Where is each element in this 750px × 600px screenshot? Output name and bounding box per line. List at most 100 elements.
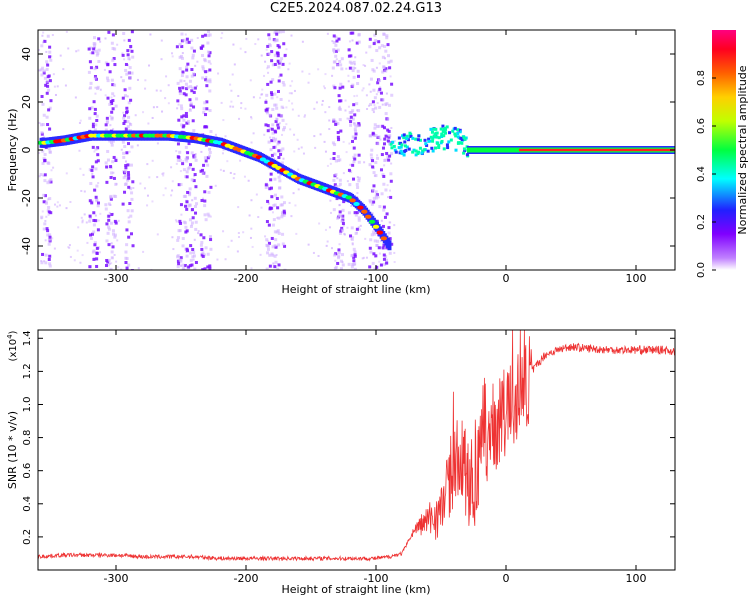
spectrogram-noise-cell	[338, 203, 341, 206]
spectrogram-noise-cell	[193, 238, 196, 241]
spectrogram-column-cell	[387, 135, 391, 139]
spectrogram-column-cell	[281, 232, 285, 236]
spectrogram-cluster-cell	[427, 137, 431, 141]
spectrogram-column-cell	[105, 258, 109, 262]
spectrogram-cluster-cell	[437, 136, 441, 140]
spectrogram-noise-cell	[379, 86, 382, 89]
spectrogram-cluster-cell	[401, 134, 405, 138]
spectrogram-column-cell	[107, 30, 111, 34]
spectrogram-cluster-cell	[460, 141, 464, 145]
spectrogram-noise-cell	[104, 94, 107, 97]
snr-x-tick-label: -300	[104, 572, 129, 585]
spectrogram-noise-cell	[282, 157, 285, 160]
spectrogram-noise-cell	[209, 62, 212, 65]
spectrogram-cluster-cell	[414, 149, 418, 153]
spectrogram-noise-cell	[79, 261, 82, 264]
spectrogram-noise-cell	[161, 172, 164, 175]
spectrogram-column-cell	[182, 124, 186, 128]
spectrogram-column-cell	[194, 158, 198, 162]
spectrogram-noise-cell	[244, 51, 247, 54]
spectrogram-column-cell	[282, 201, 286, 205]
spectrogram-noise-cell	[81, 254, 84, 257]
spectrogram-noise-cell	[109, 115, 112, 118]
spectrogram-cluster-cell	[445, 143, 449, 147]
spectrogram-column-cell	[187, 40, 191, 44]
spectrogram-column-cell	[382, 182, 386, 186]
snr-plot-area	[38, 330, 675, 570]
spectrogram-column-cell	[390, 82, 394, 86]
spectrogram-column-cell	[382, 243, 386, 247]
spectrogram-noise-cell	[146, 204, 149, 207]
spectrogram-noise-cell	[110, 262, 113, 265]
spectrogram-noise-cell	[53, 247, 56, 250]
spectrogram-column-cell	[384, 134, 388, 138]
spectrogram-noise-cell	[249, 79, 252, 82]
spectrogram-noise-cell	[152, 106, 155, 109]
spectrogram-column-cell	[376, 156, 380, 160]
spectrogram-column-cell	[178, 42, 182, 46]
spectrogram-column-cell	[130, 71, 134, 75]
spectrogram-column-cell	[186, 190, 190, 194]
spectrogram-column-cell	[108, 70, 112, 74]
spectrogram-column-cell	[179, 256, 183, 260]
spectrogram-column-cell	[351, 253, 355, 257]
spectrogram-column-cell	[185, 175, 189, 179]
spectrogram-column-cell	[177, 118, 181, 122]
spectrogram-column-cell	[374, 161, 378, 165]
spectrogram-noise-cell	[75, 50, 78, 53]
spectrogram-noise-cell	[393, 261, 396, 264]
spectrogram-noise-cell	[91, 172, 94, 175]
spectrogram-column-cell	[208, 33, 212, 37]
spectrogram-noise-cell	[296, 138, 299, 141]
spectrogram-column-cell	[270, 153, 274, 157]
spectrogram-noise-cell	[264, 60, 267, 63]
spectrogram-cluster-cell	[434, 127, 438, 131]
spectrogram-column-cell	[357, 33, 361, 37]
snr-y-label: SNR (10 * v/v)	[6, 411, 19, 489]
spectrogram-column-cell	[90, 168, 94, 172]
spectrogram-noise-cell	[99, 88, 102, 91]
spectrogram-cluster-cell	[397, 146, 401, 150]
spectrogram-column-cell	[109, 165, 113, 169]
spectrogram-column-cell	[383, 215, 387, 219]
spectrogram-column-cell	[181, 263, 185, 267]
spectrogram-column-cell	[121, 96, 125, 100]
spectrogram-noise-cell	[239, 47, 242, 50]
spectrogram-column-cell	[89, 81, 93, 85]
spectrogram-column-cell	[334, 43, 338, 47]
spectrogram-column-cell	[278, 186, 282, 190]
spectrogram-noise-cell	[82, 173, 85, 176]
spectrogram-noise-cell	[321, 103, 324, 106]
spectrogram-column-cell	[87, 70, 91, 74]
spectrogram-column-cell	[377, 246, 381, 250]
spectrogram-column-cell	[354, 124, 358, 128]
spectrogram-column-cell	[123, 94, 127, 98]
spectrogram-column-cell	[354, 132, 358, 136]
spectrogram-noise-cell	[239, 159, 242, 162]
spectrogram-column-cell	[47, 242, 51, 246]
spectrogram-column-cell	[265, 93, 269, 97]
spectrogram-noise-cell	[353, 63, 356, 66]
spectrogram-column-cell	[46, 229, 50, 233]
spectrogram-noise-cell	[165, 75, 168, 78]
spectrogram-column-cell	[377, 124, 381, 128]
spectrogram-column-cell	[276, 54, 280, 58]
spectrogram-column-cell	[46, 63, 50, 67]
spectrogram-column-cell	[388, 251, 392, 255]
spectrogram-column-cell	[126, 163, 130, 167]
spectrogram-column-cell	[267, 223, 271, 227]
spectrogram-column-cell	[348, 117, 352, 121]
spectrogram-column-cell	[201, 44, 205, 48]
spectrogram-noise-cell	[347, 105, 350, 108]
spectrogram-cluster-cell	[462, 136, 466, 140]
spectrogram-noise-cell	[214, 184, 217, 187]
spectrogram-column-cell	[49, 180, 53, 184]
spectrogram-noise-cell	[79, 119, 82, 122]
spectrogram-column-cell	[376, 81, 380, 85]
spectrogram-column-cell	[113, 235, 117, 239]
spectrogram-column-cell	[275, 196, 279, 200]
spectrogram-column-cell	[206, 252, 210, 256]
spectrogram-cluster-cell	[440, 139, 444, 143]
spectrogram-column-cell	[271, 107, 275, 111]
spectrogram-noise-cell	[67, 246, 70, 249]
